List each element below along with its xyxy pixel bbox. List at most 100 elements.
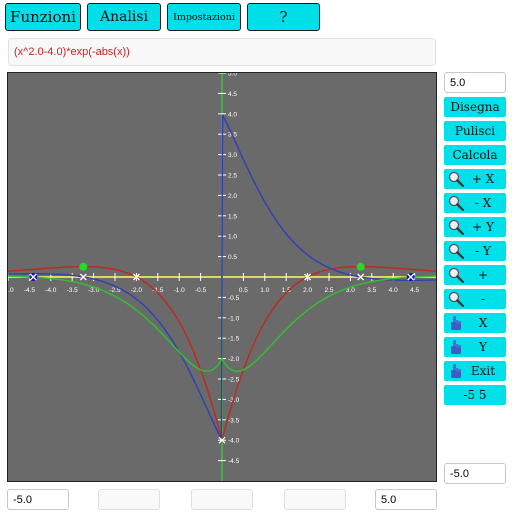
curve-second_derivative	[8, 275, 436, 372]
y-tick-label: -1.5	[228, 336, 240, 343]
button-label: + Y	[472, 220, 494, 234]
x-tick-label: -2.0	[131, 287, 143, 294]
point-cross	[132, 273, 140, 281]
tab-help[interactable]: ?	[247, 3, 320, 31]
formula-input[interactable]: (x^2.0-4.0)*exp(-abs(x))	[8, 38, 436, 66]
x-tick-label: -0.5	[195, 287, 207, 294]
curve-first_derivative	[8, 114, 436, 440]
button-label: - X	[474, 196, 492, 210]
button-label: + X	[471, 172, 495, 186]
button-pulisci-1[interactable]: Pulisci	[444, 121, 506, 141]
x-tick-label: -4.5	[24, 287, 36, 294]
point-cross	[304, 273, 312, 281]
point-cross	[79, 273, 87, 281]
magnifier-icon	[448, 267, 465, 284]
x-tick-label: 4.5	[410, 287, 419, 294]
bottom-field-3[interactable]	[284, 489, 346, 510]
button-disegna-0[interactable]: Disegna	[444, 97, 506, 117]
point-cross	[407, 273, 415, 281]
y-tick-label: 1.5	[228, 213, 237, 220]
button-label: -5 5	[463, 388, 487, 402]
button-label: Calcola	[452, 148, 498, 162]
y-tick-label: -0.5	[228, 295, 240, 302]
y-tick-label: 0.5	[228, 254, 237, 261]
point-cross	[218, 436, 226, 444]
bottom-field-2[interactable]	[191, 489, 253, 510]
hand-pointer-icon	[448, 363, 464, 379]
y-tick-label: -4.0	[228, 438, 240, 445]
button-label: Disegna	[450, 100, 500, 114]
x-tick-label: 2.5	[324, 287, 333, 294]
magnifier-icon	[448, 243, 465, 260]
y-tick-label: 4.5	[228, 91, 237, 98]
button-magnifier-y-6[interactable]: - Y	[444, 241, 506, 261]
point-cross	[29, 273, 37, 281]
magnifier-icon	[448, 171, 465, 188]
x-tick-label: 2.0	[303, 287, 312, 294]
point-cross	[357, 273, 365, 281]
x-tick-label: 3.5	[367, 287, 376, 294]
x-tick-label: 3.0	[346, 287, 355, 294]
y-min-value: -5.0	[450, 467, 469, 480]
x-max-value: 5.0	[381, 493, 397, 506]
button-hand-pointer-y-10[interactable]: Y	[444, 337, 506, 357]
y-tick-label: 1.0	[228, 234, 237, 241]
y-tick-label: 3.0	[228, 152, 237, 159]
graph-svg: -5.0 -4.5 -4.0 -3.5 -3.0 -2.5 -2.0 -1.5 -1.0 -0.5…	[8, 73, 436, 481]
y-tick-label: -4.5	[228, 458, 240, 465]
tab-impostazioni-label: Impostazioni	[173, 11, 235, 23]
magnifier-icon	[448, 219, 465, 236]
x-tick-label: 1.5	[282, 287, 291, 294]
y-tick-label: 2.0	[228, 193, 237, 200]
x-min-value: -5.0	[13, 493, 32, 506]
button-magnifier-minus-8[interactable]: -	[444, 289, 506, 309]
point-marker	[79, 262, 88, 271]
button-label: -	[480, 292, 486, 306]
button-label: Pulisci	[454, 124, 496, 138]
button-hand-pointer-x-9[interactable]: X	[444, 313, 506, 333]
y-min-field[interactable]: -5.0	[444, 463, 506, 484]
y-tick-label: -3.5	[228, 417, 240, 424]
hand-pointer-icon	[448, 339, 464, 355]
tab-help-label: ?	[279, 8, 288, 26]
magnifier-icon	[448, 291, 465, 308]
button-magnifier-y-5[interactable]: + Y	[444, 217, 506, 237]
bottom-field-1[interactable]	[98, 489, 160, 510]
button-label: X	[478, 316, 488, 330]
button-magnifier-x-3[interactable]: + X	[444, 169, 506, 189]
button-magnifier-minus-7[interactable]: +	[444, 265, 506, 285]
magnifier-icon	[448, 195, 465, 212]
tab-analisi-label: Analisi	[99, 9, 149, 25]
y-tick-label: -2.5	[228, 377, 240, 384]
button-5-5-12[interactable]: -5 5	[444, 385, 506, 405]
hand-pointer-icon	[448, 315, 464, 331]
y-tick-label: 4.0	[228, 111, 237, 118]
formula-text: (x^2.0-4.0)*exp(-abs(x))	[14, 46, 130, 58]
button-magnifier-x-4[interactable]: - X	[444, 193, 506, 213]
button-calcola-2[interactable]: Calcola	[444, 145, 506, 165]
x-tick-label: -1.5	[152, 287, 164, 294]
x-tick-label: 1.0	[260, 287, 269, 294]
point-marker	[356, 262, 365, 271]
x-tick-label: -2.5	[109, 287, 121, 294]
x-tick-label: 0.5	[239, 287, 248, 294]
tab-analisi[interactable]: Analisi	[87, 3, 161, 31]
y-max-value: 5.0	[450, 76, 466, 89]
x-min-field[interactable]: -5.0	[7, 489, 69, 510]
graph-canvas[interactable]: -5.0 -4.5 -4.0 -3.5 -3.0 -2.5 -2.0 -1.5 -1.0 -0.5…	[7, 72, 437, 482]
tab-funzioni[interactable]: Funzioni	[5, 3, 81, 31]
x-max-field[interactable]: 5.0	[375, 489, 437, 510]
y-tick-label: 2.5	[228, 173, 237, 180]
button-label: +	[477, 268, 489, 282]
button-hand-pointer-exit-11[interactable]: Exit	[444, 361, 506, 381]
y-max-field[interactable]: 5.0	[444, 72, 506, 93]
y-tick-label: -2.0	[228, 356, 240, 363]
button-label: Exit	[470, 364, 496, 378]
x-tick-label: -1.0	[174, 287, 186, 294]
y-tick-label: 5.0	[228, 73, 237, 78]
y-tick-label: -1.0	[228, 315, 240, 322]
tab-impostazioni[interactable]: Impostazioni	[167, 3, 241, 31]
button-label: Y	[479, 340, 487, 354]
tab-funzioni-label: Funzioni	[10, 8, 76, 26]
x-tick-label: -3.0	[88, 287, 100, 294]
